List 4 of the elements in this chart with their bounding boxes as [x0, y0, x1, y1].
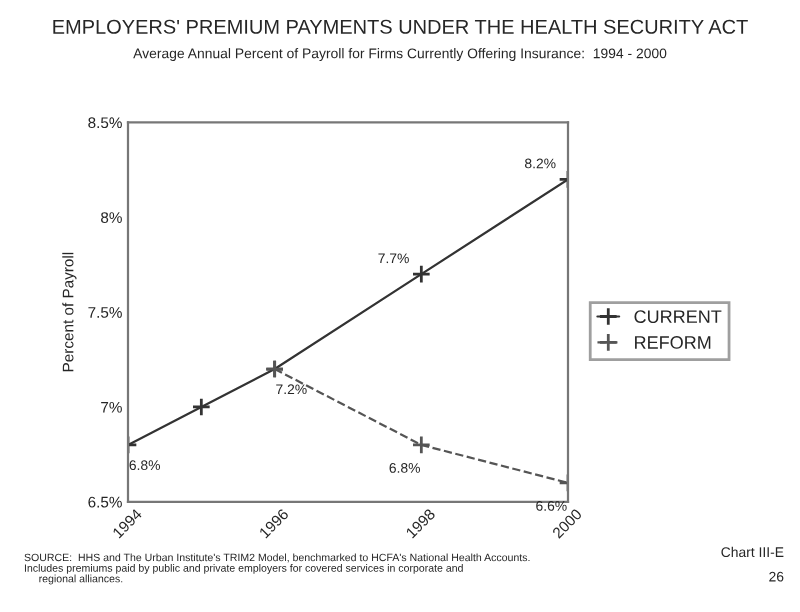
- legend-label: REFORM: [635, 336, 711, 349]
- legend-label: CURRENT: [634, 310, 722, 324]
- chart-title: EMPLOYERS' PREMIUM PAYMENTS UNDER THE HEALTH SECURITY ACT: [53, 19, 748, 34]
- point: [411, 435, 432, 455]
